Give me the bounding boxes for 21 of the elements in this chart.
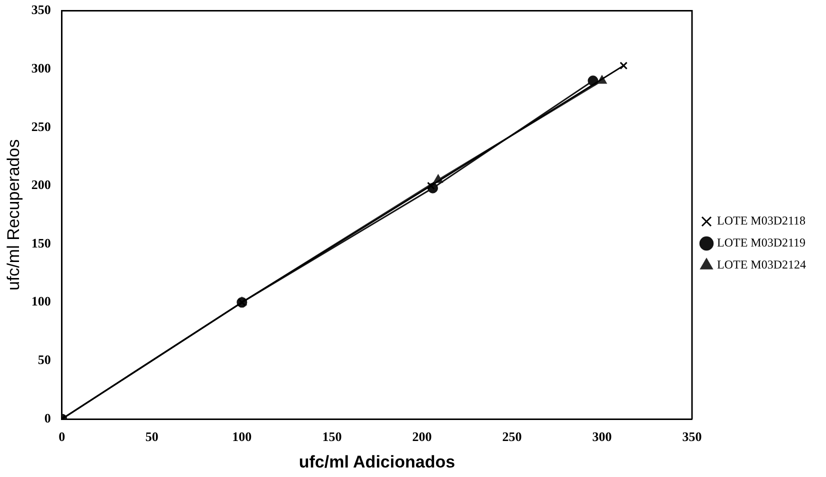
y-tick-label: 0 [44,410,51,426]
x-tick-label: 50 [145,429,158,444]
x-tick-label: 250 [502,429,522,444]
legend-label: LOTE M03D2119 [717,236,806,250]
y-tick-label: 350 [31,2,51,18]
legend-label: LOTE M03D2124 [717,258,806,272]
x-tick-label: 0 [58,429,66,444]
y-tick-label: 300 [31,60,51,76]
y-axis-title: ufc/ml Recuperados [4,139,23,290]
x-tick-label: 350 [682,429,702,444]
x-tick-label: 150 [322,429,342,444]
legend-label: LOTE M03D2118 [717,214,806,228]
y-tick-label: 150 [31,235,51,250]
y-tick-label: 50 [38,352,51,368]
y-tick-label: 250 [31,118,51,134]
x-tick-label: 200 [412,429,432,444]
x-axis-title: ufc/ml Adicionados [298,452,456,472]
x-tick-label: 300 [592,429,612,444]
y-tick-label: 200 [31,177,51,192]
y-tick-label: 100 [31,294,51,309]
x-tick-label: 100 [232,429,252,444]
